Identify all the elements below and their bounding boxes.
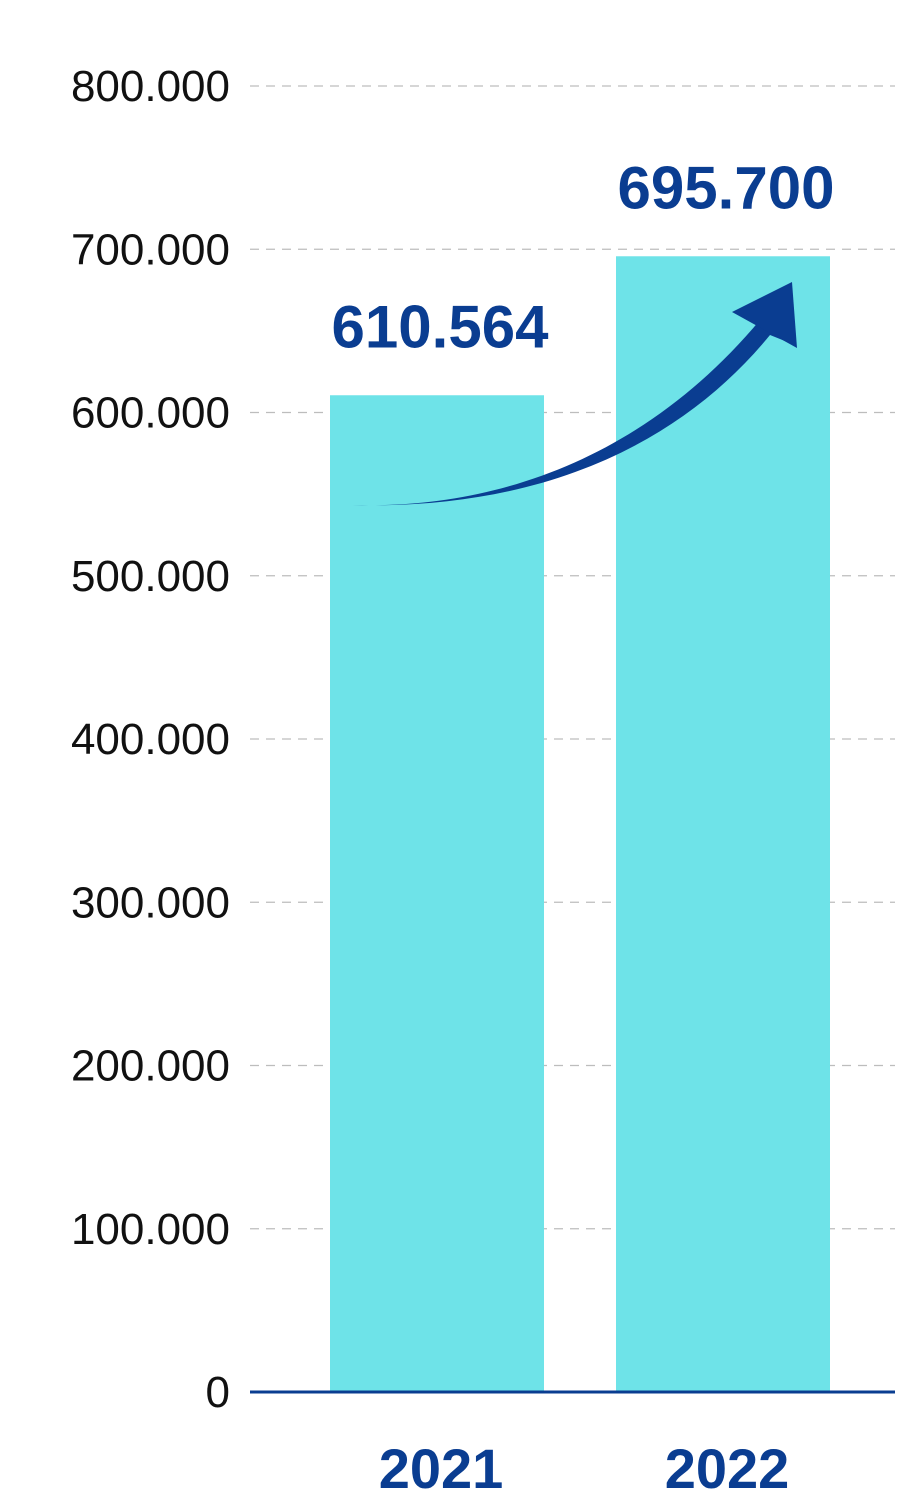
bar-2022 [616, 256, 830, 1392]
data-labels: 610.564 695.700 [332, 154, 835, 360]
arrow-head-icon [732, 282, 797, 348]
x-tick-label-2021: 2021 [379, 1437, 504, 1496]
x-tick-label-2022: 2022 [665, 1437, 790, 1496]
y-tick-label: 200.000 [71, 1042, 230, 1091]
y-tick-label: 800.000 [71, 62, 230, 111]
y-tick-label: 0 [206, 1368, 230, 1417]
trend-arrow-icon [352, 298, 795, 506]
y-tick-label: 600.000 [71, 389, 230, 438]
y-tick-label: 300.000 [71, 878, 230, 927]
bars [330, 256, 830, 1392]
y-tick-label: 700.000 [71, 225, 230, 274]
gridlines [250, 85, 895, 1230]
x-axis-categories: 2021 2022 [379, 1437, 790, 1496]
y-axis-ticks: 0 100.000 200.000 300.000 400.000 500.000 600.… [71, 62, 230, 1417]
trend-arrow [352, 282, 797, 506]
y-tick-label: 500.000 [71, 552, 230, 601]
y-tick-label: 400.000 [71, 715, 230, 764]
data-label-2022: 695.700 [618, 154, 835, 221]
y-tick-label: 100.000 [71, 1205, 230, 1254]
bar-2021 [330, 395, 544, 1392]
data-label-2021: 610.564 [332, 293, 550, 360]
